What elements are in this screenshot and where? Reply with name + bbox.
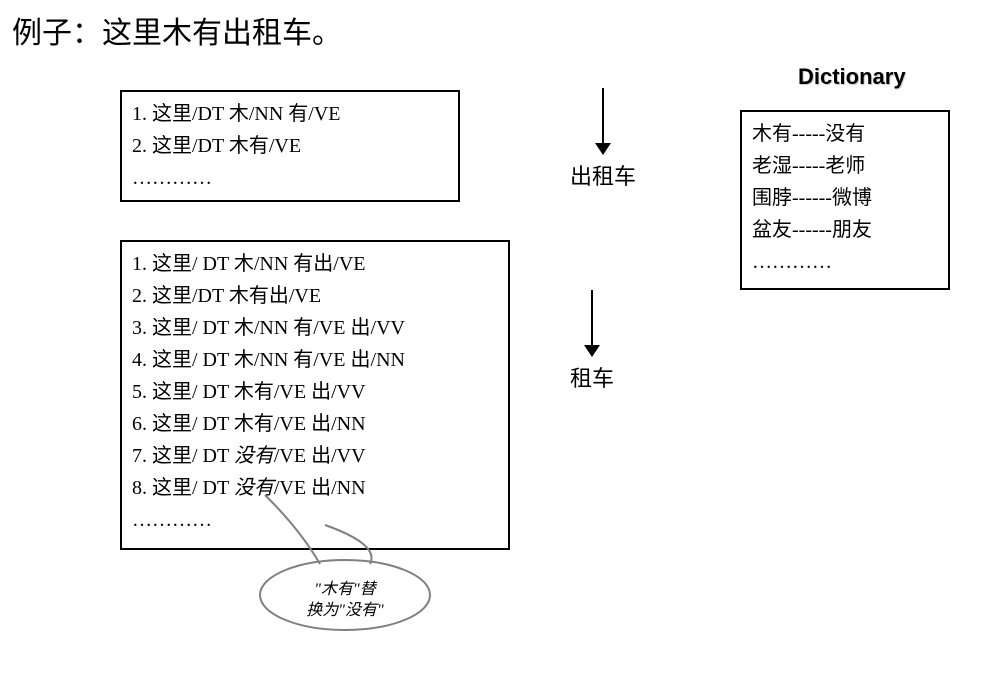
list-item: 1. 这里/DT 木/NN 有/VE xyxy=(132,98,448,130)
arrow-top-label: 出租车 xyxy=(570,159,636,191)
list-item: 4. 这里/ DT 木/NN 有/VE 出/NN xyxy=(132,344,498,376)
example-sentence: 例子：这里木有出租车。 xyxy=(12,8,342,52)
list-item: 围脖------微博 xyxy=(752,182,938,214)
list-item: 老湿-----老师 xyxy=(752,150,938,182)
arrow-top-group: 出租车 xyxy=(570,88,636,191)
list-item: 6. 这里/ DT 木有/VE 出/NN xyxy=(132,408,498,440)
candidate-box-1: 1. 这里/DT 木/NN 有/VE2. 这里/DT 木有/VE………… xyxy=(120,90,460,202)
list-item: 5. 这里/ DT 木有/VE 出/VV xyxy=(132,376,498,408)
list-item: 2. 这里/DT 木有/VE xyxy=(132,130,448,162)
arrow-down-icon xyxy=(588,88,618,155)
arrow-bottom-group: 租车 xyxy=(570,290,614,393)
callout-text: "木有"替换为"没有" xyxy=(285,580,405,622)
arrow-down-icon xyxy=(577,290,607,357)
list-item: 木有-----没有 xyxy=(752,118,938,150)
list-item: 2. 这里/DT 木有出/VE xyxy=(132,280,498,312)
dictionary-box: 木有-----没有老湿-----老师围脖------微博盆友------朋友……… xyxy=(740,110,950,290)
list-item: 1. 这里/ DT 木/NN 有出/VE xyxy=(132,248,498,280)
callout-bubble xyxy=(200,460,520,670)
arrow-bottom-label: 租车 xyxy=(570,361,614,393)
list-item: 盆友------朋友 xyxy=(752,214,938,246)
list-item: ………… xyxy=(752,246,938,278)
list-item: 3. 这里/ DT 木/NN 有/VE 出/VV xyxy=(132,312,498,344)
dictionary-title: Dictionary xyxy=(798,64,906,90)
example-prefix: 例子： xyxy=(12,17,102,50)
example-text: 这里木有出租车。 xyxy=(102,17,342,50)
list-item: ………… xyxy=(132,162,448,194)
